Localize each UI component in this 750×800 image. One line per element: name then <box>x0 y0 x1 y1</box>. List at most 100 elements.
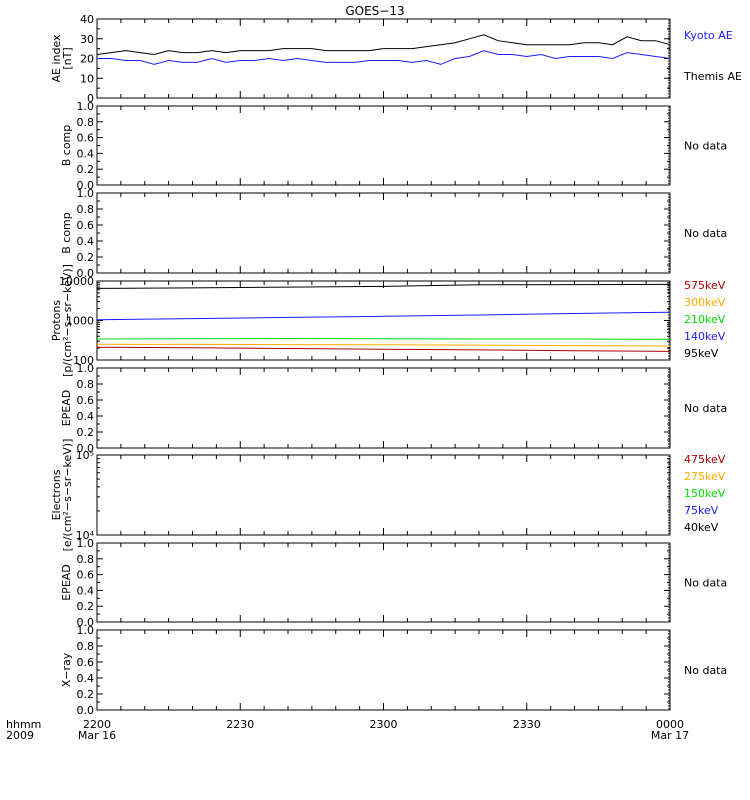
y-tick-label: 0.2 <box>77 688 95 701</box>
y-axis-label-line: [nT] <box>61 47 74 69</box>
y-axis-label-line: X−ray <box>60 652 73 687</box>
y-tick-label: 10000 <box>59 275 94 288</box>
y-axis-label-line: EPEAD <box>60 564 73 601</box>
panel-epead2: 0.0 0.2 0.4 0.6 0.8 1.0 EPEAD No data <box>60 537 727 629</box>
y-axis-label: B comp <box>60 125 73 167</box>
legend-entry: 300keV <box>684 296 726 309</box>
y-axis-label: EPEAD <box>60 390 73 427</box>
panel-ae: 0 10 20 30 40 AE index[nT] Kyoto AE Themis AE <box>50 13 742 105</box>
legend-entry: 475keV <box>684 453 726 466</box>
panel-bcomp2: 0.0 0.2 0.4 0.6 0.8 1.0 B comp No data <box>60 187 727 280</box>
no-data-label: No data <box>684 140 727 153</box>
panel-bcomp1: 0.0 0.2 0.4 0.6 0.8 1.0 B comp No data <box>60 100 727 192</box>
y-tick-label: 0.2 <box>77 426 95 439</box>
legend-entry: 75keV <box>684 504 719 517</box>
series-line-140kev <box>96 311 671 321</box>
y-tick-label: 1000 <box>66 315 94 328</box>
y-axis-label: Electrons[e/(cm²−s−sr−keV)] <box>50 439 74 552</box>
y-tick-label: 10⁴ <box>76 529 95 542</box>
no-data-label: No data <box>684 402 727 415</box>
series-line-themis-ae <box>96 34 671 56</box>
no-data-label: No data <box>684 227 727 240</box>
y-tick-label: 1.0 <box>77 624 95 637</box>
panel-xray: 0.0 0.2 0.4 0.6 0.8 1.0 X−ray No data <box>60 624 727 717</box>
y-axis-label-line: [e/(cm²−s−sr−keV)] <box>61 439 74 552</box>
y-tick-label: 0.6 <box>77 394 95 407</box>
date-tick-label: Mar 17 <box>651 729 689 742</box>
y-tick-label: 10 <box>80 72 94 85</box>
y-axis-label: X−ray <box>60 652 73 687</box>
y-tick-label: 0.0 <box>77 616 95 629</box>
legend-entry: 210keV <box>684 313 726 326</box>
time-tick-label: 2330 <box>513 718 541 731</box>
series-line-300kev <box>96 343 671 347</box>
legend-entry: 140keV <box>684 330 726 343</box>
y-axis-label-line: B comp <box>60 125 73 167</box>
y-tick-label: 0.8 <box>77 640 95 653</box>
y-tick-label: 20 <box>80 53 94 66</box>
y-tick-label: 0.2 <box>77 163 95 176</box>
series-line-kyoto-ae <box>97 50 671 65</box>
y-tick-label: 0.0 <box>77 179 95 192</box>
y-tick-label: 0.8 <box>77 116 95 129</box>
series-line-575kev <box>96 346 671 352</box>
y-axis-label-line: Electrons <box>50 469 63 520</box>
legend-entry: 575keV <box>684 279 726 292</box>
legend-entry: 95keV <box>684 347 719 360</box>
y-tick-label: 0.6 <box>77 656 95 669</box>
legend-entry: 150keV <box>684 487 726 500</box>
y-axis-label: Protons[p/(cm²−s−sr−keV)] <box>50 264 74 377</box>
y-tick-label: 0.2 <box>77 600 95 613</box>
y-axis-label-line: B comp <box>60 212 73 254</box>
y-axis-label-line: EPEAD <box>60 390 73 427</box>
panels-group: 0 10 20 30 40 AE index[nT] Kyoto AE Themis AE 0.… <box>50 13 742 717</box>
legend-entry: Kyoto AE <box>684 29 733 42</box>
y-tick-label: 0.2 <box>77 251 95 264</box>
y-tick-label: 1.0 <box>77 100 95 113</box>
no-data-label: No data <box>684 664 727 677</box>
y-tick-label: 0.6 <box>77 569 95 582</box>
y-tick-label: 0.6 <box>77 219 95 232</box>
legend-entry: 275keV <box>684 470 726 483</box>
panel-epead1: 0.0 0.2 0.4 0.6 0.8 1.0 EPEAD No data <box>60 362 727 455</box>
y-tick-label: 1.0 <box>77 537 95 550</box>
series-line-210kev <box>96 337 671 340</box>
y-tick-label: 0.6 <box>77 132 95 145</box>
time-tick-label: 2300 <box>370 718 398 731</box>
y-tick-label: 10⁵ <box>76 449 94 462</box>
time-tick-label: 0000 <box>656 718 684 731</box>
y-tick-label: 30 <box>80 33 94 46</box>
y-tick-label: 0.0 <box>77 442 95 455</box>
no-data-label: No data <box>684 577 727 590</box>
y-tick-label: 40 <box>80 13 94 26</box>
y-tick-label: 0.4 <box>77 147 95 160</box>
chart-title: GOES−13 <box>345 4 404 18</box>
y-tick-label: 0.4 <box>77 235 95 248</box>
series-line-95kev <box>96 283 671 289</box>
y-axis-label: B comp <box>60 212 73 254</box>
time-axis-corner-label: hhmm <box>6 718 41 731</box>
y-tick-label: 0.0 <box>77 267 95 280</box>
y-axis-label-line: AE index <box>50 34 63 83</box>
y-axis-label-line: [p/(cm²−s−sr−keV)] <box>61 264 74 377</box>
legend-entry: 40keV <box>684 521 719 534</box>
y-axis-label-line: Protons <box>50 300 63 341</box>
legend-entry: Themis AE <box>683 70 742 83</box>
y-tick-label: 0.8 <box>77 203 95 216</box>
time-tick-label: 2200 <box>83 718 111 731</box>
y-tick-label: 0 <box>87 92 94 105</box>
time-tick-label: 2230 <box>226 718 254 731</box>
y-tick-label: 0.0 <box>77 704 95 717</box>
y-tick-label: 0.4 <box>77 410 95 423</box>
date-tick-label: Mar 16 <box>78 729 116 742</box>
y-tick-label: 1.0 <box>77 187 95 200</box>
y-tick-label: 0.8 <box>77 378 95 391</box>
y-tick-label: 0.4 <box>77 672 95 685</box>
y-tick-label: 0.4 <box>77 584 95 597</box>
time-axis-corner-label: 2009 <box>6 729 34 742</box>
